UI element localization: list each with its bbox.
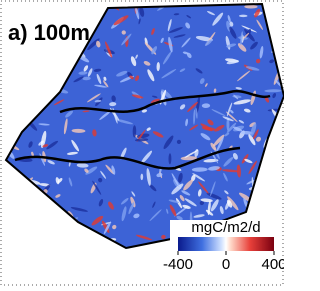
streak	[74, 0, 84, 9]
streak	[265, 178, 272, 190]
streak	[11, 64, 22, 73]
colorbar-tick-label: -400	[163, 256, 193, 273]
streak	[63, 233, 72, 247]
streak	[79, 244, 90, 255]
streak	[34, 54, 51, 58]
streak	[0, 4, 10, 17]
streak	[41, 228, 45, 234]
streak	[9, 60, 17, 71]
streak	[265, 1, 275, 17]
streak	[1, 134, 8, 146]
streak	[28, 50, 39, 61]
streak	[35, 215, 47, 223]
streak	[262, 168, 270, 177]
streak	[23, 230, 31, 240]
streak	[19, 98, 26, 105]
streak	[65, 50, 77, 62]
streak	[0, 49, 13, 56]
streak	[277, 47, 280, 54]
streak	[265, 203, 272, 220]
streak	[30, 103, 36, 109]
streak	[21, 50, 30, 63]
streak	[29, 7, 32, 11]
streak	[1, 48, 11, 66]
streak	[44, 50, 51, 56]
streak	[52, 2, 60, 13]
streak	[44, 203, 53, 220]
streak	[39, 221, 44, 234]
streak	[29, 47, 33, 52]
figure: a) 100m mgC/m2/d -400 0 400	[0, 0, 284, 286]
streak	[55, 56, 62, 63]
streak	[25, 88, 36, 98]
panel-label: a) 100m	[8, 20, 90, 45]
streak	[15, 58, 29, 73]
streak	[50, 236, 55, 248]
streak	[29, 95, 42, 104]
streak	[5, 107, 15, 120]
streak	[269, 207, 284, 216]
streak	[266, 173, 272, 177]
streak	[8, 190, 22, 195]
streak	[269, 173, 284, 183]
streak	[24, 227, 38, 233]
colorbar	[178, 237, 274, 251]
streak	[3, 98, 17, 111]
streak	[11, 174, 16, 192]
colorbar-label: mgC/m2/d	[191, 219, 260, 236]
streak	[11, 222, 23, 227]
streak	[266, 3, 279, 10]
streak	[10, 212, 18, 223]
streak	[28, 54, 37, 60]
streak	[48, 1, 63, 11]
streak	[19, 229, 27, 234]
colorbar-tick-label: 400	[261, 256, 284, 273]
streak	[32, 47, 37, 54]
streak	[54, 55, 58, 65]
colorbar-tick-label: 0	[222, 256, 230, 273]
streak	[44, 212, 60, 219]
streak	[51, 4, 63, 13]
streak	[15, 185, 28, 202]
streak	[9, 66, 22, 78]
streak	[16, 2, 21, 10]
streak	[88, 5, 92, 13]
streak	[7, 135, 13, 141]
streak	[257, 175, 264, 190]
streak	[268, 16, 273, 21]
streak	[255, 209, 264, 218]
streak	[17, 204, 23, 217]
streak	[8, 219, 14, 231]
streak	[274, 22, 281, 34]
streak	[9, 105, 13, 110]
streak	[258, 195, 267, 202]
streak	[41, 9, 47, 18]
streak	[2, 137, 10, 143]
streak	[268, 213, 273, 220]
